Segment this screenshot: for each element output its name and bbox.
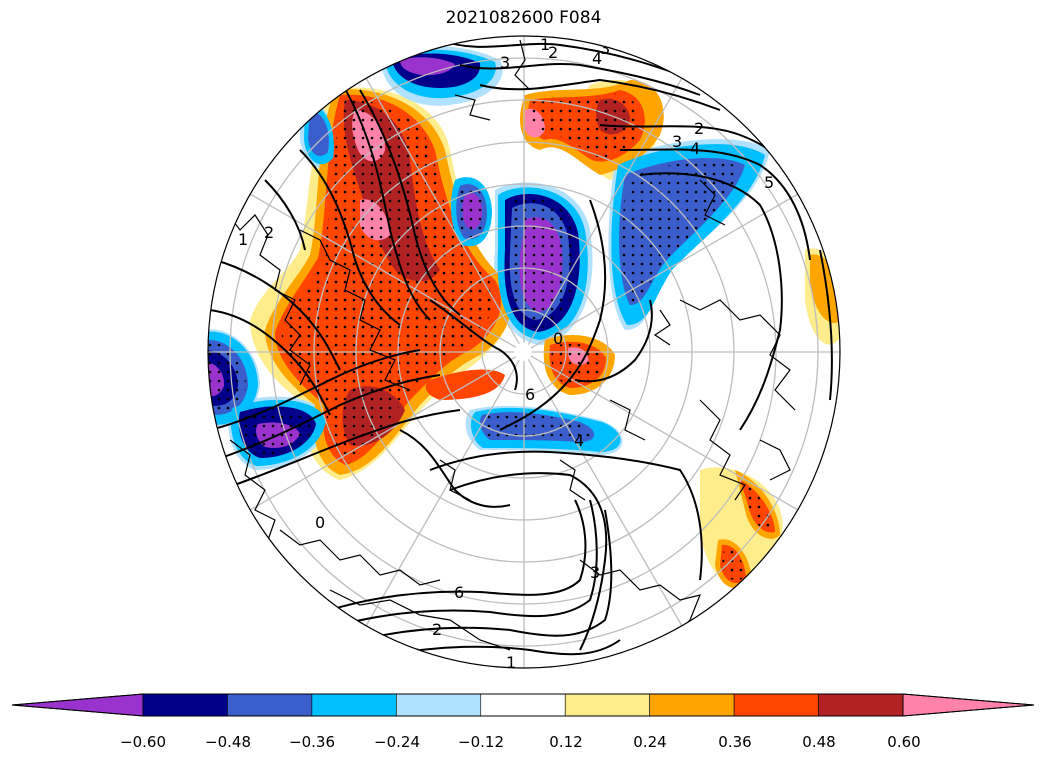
contour-label: 2 xyxy=(264,223,274,242)
colorbar-segment xyxy=(396,693,482,717)
colorbar-tick-label: −0.36 xyxy=(289,733,335,751)
contour-label: 5 xyxy=(764,173,774,192)
map-title: 2021082600 F084 xyxy=(445,8,602,28)
contour-label: 3 xyxy=(672,132,682,151)
colorbar-tick-label: −0.60 xyxy=(120,733,166,751)
contour-label: 4 xyxy=(574,431,584,450)
colorbar-segment xyxy=(480,693,566,717)
contour-label: 1 xyxy=(238,230,248,249)
colorbar-tick-label: 0.48 xyxy=(802,733,836,751)
colorbar-segment xyxy=(227,693,313,717)
contour-label: 3 xyxy=(500,53,510,72)
colorbar-tick-label: −0.24 xyxy=(374,733,420,751)
colorbar-extend-low xyxy=(11,693,144,717)
contour-label: 1 xyxy=(506,653,516,672)
colorbar-segment xyxy=(142,693,228,717)
contour-label: 3 xyxy=(590,563,600,582)
colorbar-tick-label: −0.12 xyxy=(458,733,504,751)
pole-marker xyxy=(514,343,532,361)
map-boundary xyxy=(207,35,841,669)
contour-label: 4 xyxy=(592,49,602,68)
contour-label: 2 xyxy=(548,43,558,62)
contour-label: 4 xyxy=(690,139,700,158)
colorbar-segment xyxy=(818,693,904,717)
significance-stipple xyxy=(208,93,773,581)
colorbar-segment xyxy=(311,693,397,717)
colorbar xyxy=(11,693,1035,717)
colorbar-outline xyxy=(11,693,1035,717)
contour-label: 2 xyxy=(694,119,704,138)
contour-label: 6 xyxy=(525,385,535,404)
colorbar-segment xyxy=(564,693,650,717)
contour-labels: 3 3 2 1 4 3 2 4 5 1 2 0 0 6 4 6 2 1 1 3 xyxy=(238,35,774,672)
colorbar-tick-label: 0.12 xyxy=(549,733,583,751)
contour-label: 0 xyxy=(315,513,325,532)
contour-label: 0 xyxy=(553,329,563,348)
colorbar-tick-label: −0.48 xyxy=(205,733,251,751)
contour-label: 2 xyxy=(432,620,442,639)
polar-map: 3 3 2 1 4 3 2 4 5 1 2 0 0 6 4 6 2 1 1 3 xyxy=(207,35,841,672)
colorbar-tick-label: 0.36 xyxy=(718,733,752,751)
colorbar-segment xyxy=(733,693,819,717)
colorbar-segment xyxy=(649,693,735,717)
contour-label: 1 xyxy=(540,35,550,54)
colorbar-tick-label: 0.24 xyxy=(633,733,667,751)
contour-label: 3 xyxy=(600,39,610,58)
colorbar-tick-label: 0.60 xyxy=(887,733,921,751)
contour-label: 6 xyxy=(454,583,464,602)
colorbar-extend-high xyxy=(902,693,1035,717)
